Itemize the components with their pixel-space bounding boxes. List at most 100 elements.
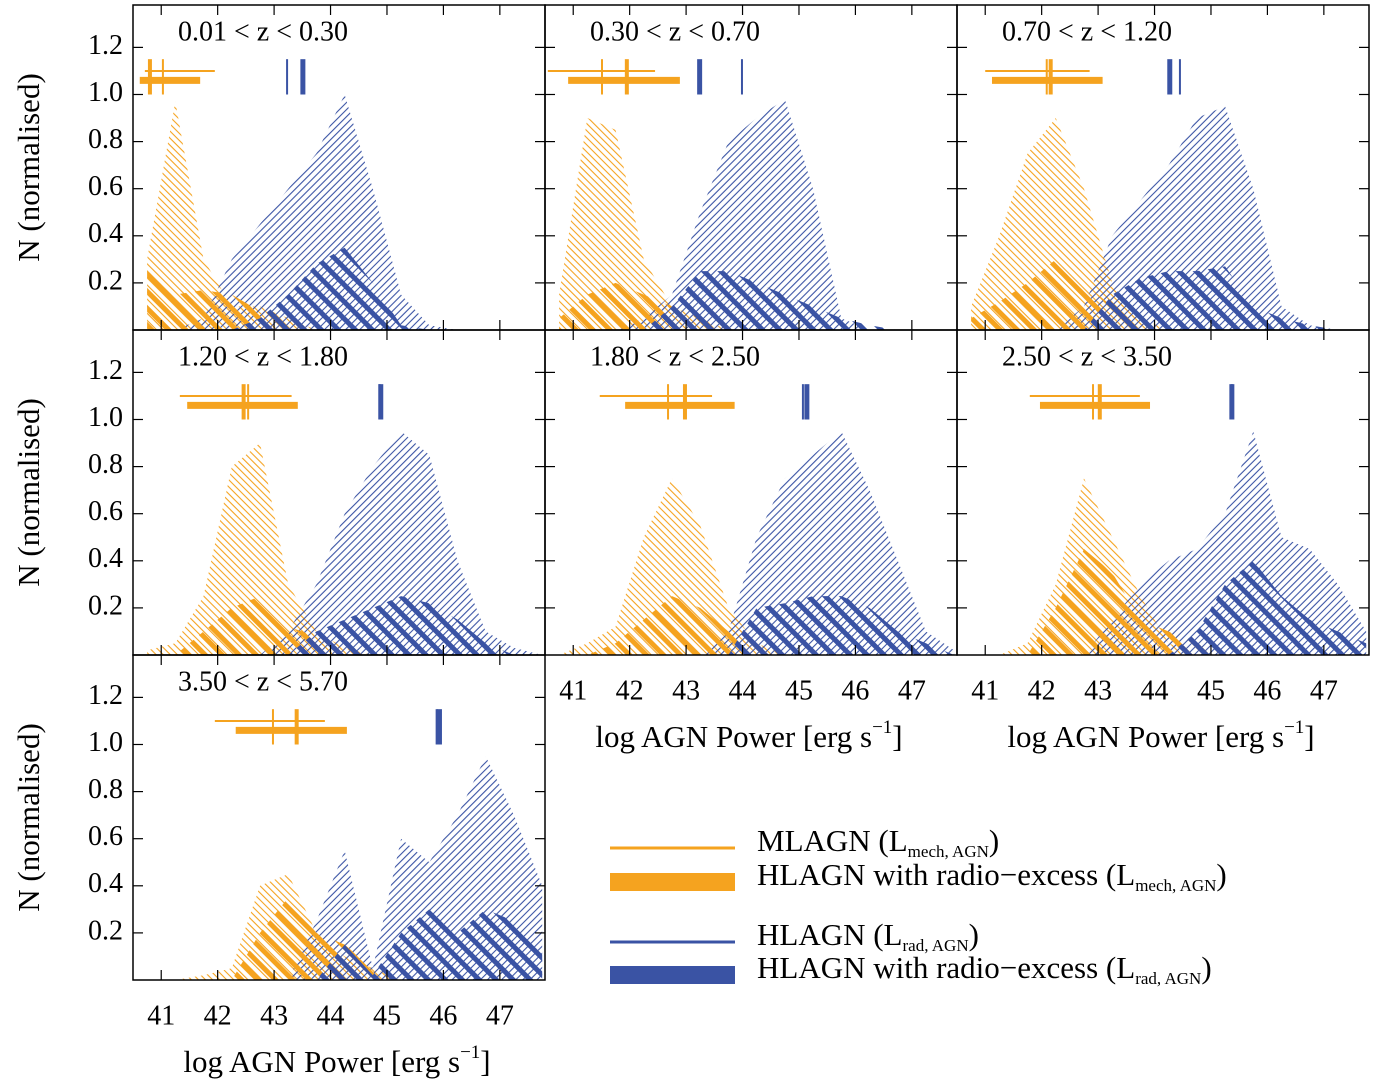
x-tick-label: 43 (672, 675, 700, 706)
histogram-area (559, 431, 955, 655)
y-tick-label: 0.6 (88, 171, 123, 202)
histogram-area (559, 282, 955, 330)
x-tick-label: 46 (429, 1000, 457, 1031)
panel-title: 1.80 < z < 2.50 (590, 341, 760, 372)
x-label-sup: −1 (460, 1042, 480, 1063)
x-axis-label: log AGN Power [erg s−1] (595, 717, 902, 754)
panel: 0.70 < z < 1.20 (956, 4, 1370, 331)
x-axis-label: log AGN Power [erg s−1] (1007, 717, 1314, 754)
legend-sub: mech, AGN (1135, 876, 1216, 895)
y-tick-label: 1.0 (88, 402, 123, 433)
panel: 41 42 43 44 45 46 47 log AGN Power [erg s−1] 2.5… (956, 329, 1370, 754)
panel: 0.2 0.4 0.6 0.8 1.0 1.2 N (normalised) 0.01 < z… (11, 4, 546, 331)
panel-frame (132, 654, 546, 981)
legend-suffix: ) (1216, 857, 1226, 892)
y-axis-label: N (normalised) (11, 73, 46, 262)
x-axis-label: log AGN Power [erg s−1] (183, 1042, 490, 1079)
legend-label: HLAGN (Lrad, AGN) (757, 917, 979, 955)
y-tick-label: 0.8 (88, 124, 123, 155)
histogram-area (559, 99, 955, 330)
y-tick-label: 0.2 (88, 590, 123, 621)
y-axis-label: N (normalised) (11, 723, 46, 912)
legend-sub: rad, AGN (1135, 969, 1201, 988)
legend-text: HLAGN with radio−excess (L (757, 857, 1135, 892)
panel-title: 0.30 < z < 0.70 (590, 16, 760, 47)
x-tick-label: 42 (204, 1000, 232, 1031)
y-tick-label: 0.2 (88, 915, 123, 946)
legend-label: HLAGN with radio−excess (Lrad, AGN) (757, 950, 1212, 988)
y-tick-label: 0.4 (88, 543, 123, 574)
x-label-text: log AGN Power [erg s (595, 719, 872, 754)
x-tick-label: 42 (1028, 675, 1056, 706)
x-tick-label: 47 (898, 675, 926, 706)
panel-title: 2.50 < z < 3.50 (1002, 341, 1172, 372)
legend-text: HLAGN with radio−excess (L (757, 950, 1135, 985)
histogram-area (147, 431, 543, 655)
x-tick-label: 44 (317, 1000, 345, 1031)
legend-sub: rad, AGN (903, 936, 969, 955)
panel-title: 3.50 < z < 5.70 (178, 666, 348, 697)
legend-sub: mech, AGN (908, 842, 989, 861)
y-tick-label: 1.0 (88, 77, 123, 108)
panel-title: 1.20 < z < 1.80 (178, 341, 348, 372)
x-label-sup: −1 (872, 717, 892, 738)
x-tick-label: 47 (1310, 675, 1338, 706)
histogram-area (559, 271, 955, 330)
legend-suffix: ) (989, 823, 999, 858)
x-label-suffix: ] (480, 1044, 490, 1079)
x-label-sup: −1 (1284, 717, 1304, 738)
y-tick-label: 1.2 (88, 355, 123, 386)
y-tick-label: 0.6 (88, 496, 123, 527)
legend-text: MLAGN (L (757, 823, 908, 858)
histogram-area (147, 271, 543, 330)
y-axis-label: N (normalised) (11, 398, 46, 587)
legend-text: HLAGN (L (757, 917, 903, 952)
x-tick-label: 41 (559, 675, 587, 706)
y-tick-label: 1.2 (88, 680, 123, 711)
x-label-suffix: ] (1304, 719, 1314, 754)
y-tick-label: 0.4 (88, 868, 123, 899)
panel-title: 0.01 < z < 0.30 (178, 16, 348, 47)
legend-suffix: ) (969, 917, 979, 952)
x-tick-label: 44 (1141, 675, 1169, 706)
legend-label: MLAGN (Lmech, AGN) (757, 823, 999, 861)
y-tick-label: 1.2 (88, 30, 123, 61)
histogram-area (971, 266, 1367, 330)
histogram-area (559, 596, 955, 655)
histogram-area (971, 549, 1367, 655)
histogram-area (147, 909, 543, 980)
x-tick-label: 46 (1253, 675, 1281, 706)
panel: 41 42 43 44 45 46 47 log AGN Power [erg s−1] 1.8… (544, 329, 958, 754)
panel: 0.30 < z < 0.70 (544, 4, 958, 331)
x-tick-label: 45 (785, 675, 813, 706)
x-tick-label: 45 (1197, 675, 1225, 706)
x-tick-label: 41 (147, 1000, 175, 1031)
y-tick-label: 1.0 (88, 727, 123, 758)
histogram-area (971, 106, 1367, 330)
histogram-area (971, 560, 1367, 655)
panel: 0.2 0.4 0.6 0.8 1.0 1.2 41 42 43 44 45 46 47 log AGN … (11, 654, 546, 1079)
x-label-text: log AGN Power [erg s (1007, 719, 1284, 754)
y-tick-label: 0.6 (88, 821, 123, 852)
y-tick-label: 0.8 (88, 774, 123, 805)
y-tick-label: 0.2 (88, 265, 123, 296)
x-tick-label: 46 (841, 675, 869, 706)
x-tick-label: 41 (971, 675, 999, 706)
y-tick-label: 0.8 (88, 449, 123, 480)
panel-title: 0.70 < z < 1.20 (1002, 16, 1172, 47)
panel: 0.2 0.4 0.6 0.8 1.0 1.2 N (normalised) 1.20 < z… (11, 329, 546, 656)
histogram-area (147, 596, 543, 655)
panel-frame (956, 329, 1370, 656)
histogram-area (147, 874, 543, 980)
legend-label: HLAGN with radio−excess (Lmech, AGN) (757, 857, 1227, 895)
x-tick-label: 43 (260, 1000, 288, 1031)
x-label-suffix: ] (892, 719, 902, 754)
histogram-area (147, 247, 543, 330)
x-tick-label: 43 (1084, 675, 1112, 706)
x-tick-label: 44 (729, 675, 757, 706)
x-label-text: log AGN Power [erg s (183, 1044, 460, 1079)
x-tick-label: 42 (616, 675, 644, 706)
histogram-area (559, 596, 955, 655)
